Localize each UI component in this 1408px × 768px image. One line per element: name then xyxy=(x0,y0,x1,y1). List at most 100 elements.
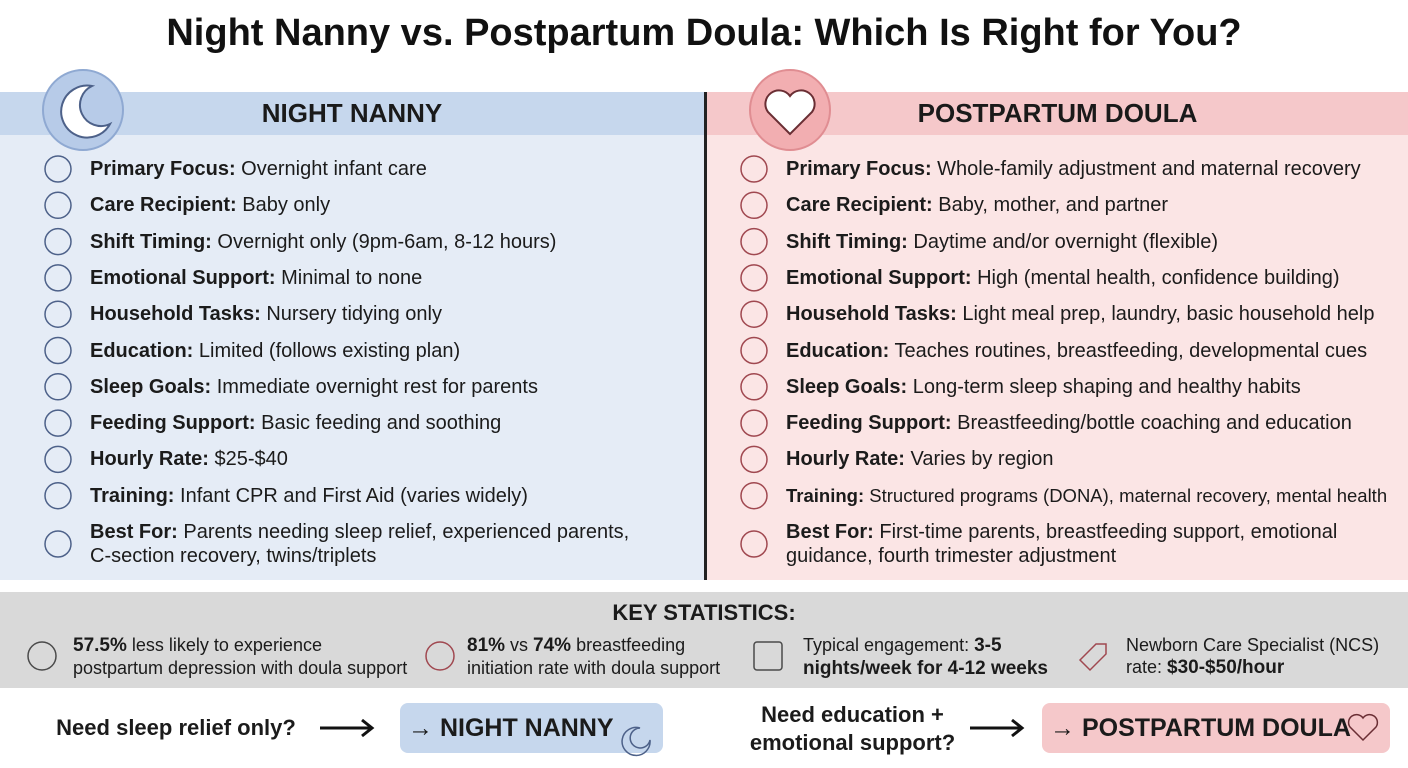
row-label: Sleep Goals: xyxy=(90,375,212,398)
comparison-row: Feeding Support: Basic feeding and sooth… xyxy=(90,411,501,435)
question: Need education + emotional support? xyxy=(749,702,956,755)
night-nanny-panel xyxy=(0,92,704,580)
row-label: Emotional Support: xyxy=(90,266,276,289)
row-label: Shift Timing: xyxy=(786,230,908,253)
comparison-row: Shift Timing: Daytime and/or overnight (… xyxy=(786,230,1218,254)
comparison-row: Care Recipient: Baby, mother, and partne… xyxy=(786,193,1168,217)
row-text: Baby, mother, and partner xyxy=(938,194,1169,217)
row-label: Education: xyxy=(786,339,890,362)
heart-icon xyxy=(764,89,816,136)
row-icon xyxy=(740,481,768,510)
stat-text: Typical engagement: xyxy=(803,635,975,655)
stat-figure: $30-$50/hour xyxy=(1167,657,1285,678)
night-nanny-button: → NIGHT NANNY xyxy=(400,703,663,753)
stat-text: less likely to experience postpartum dep… xyxy=(73,635,408,678)
comparison-row: Hourly Rate: Varies by region xyxy=(786,447,1054,471)
comparison-row: Best For: Parents needing sleep relief, … xyxy=(90,520,650,568)
row-text: Light meal prep, laundry, basic househol… xyxy=(962,303,1375,326)
row-text: Breastfeeding/bottle coaching and educat… xyxy=(957,412,1352,435)
row-icon xyxy=(740,191,768,220)
comparison-row: Emotional Support: High (mental health, … xyxy=(786,266,1340,290)
comparison-row: Hourly Rate: $25-$40 xyxy=(90,447,288,471)
row-icon xyxy=(44,530,72,558)
row-text: High (mental health, confidence building… xyxy=(977,266,1340,289)
row-icon xyxy=(44,445,72,474)
comparison-row: Sleep Goals: Immediate overnight rest fo… xyxy=(90,375,538,399)
row-icon xyxy=(740,155,768,183)
doula-button: → POSTPARTUM DOULA xyxy=(1042,703,1390,753)
row-icon xyxy=(740,373,768,401)
row-label: Shift Timing: xyxy=(90,230,212,253)
row-text: First-time parents, breastfeeding suppor… xyxy=(786,521,1338,567)
row-icon xyxy=(44,155,72,183)
question: Need sleep relief only? xyxy=(56,715,296,740)
comparison-row: Primary Focus: Whole-family adjustment a… xyxy=(786,157,1361,181)
stat: Newborn Care Specialist (NCS) rate: $30-… xyxy=(1126,634,1386,679)
row-text: Daytime and/or overnight (flexible) xyxy=(913,230,1218,253)
row-text: Parents needing sleep relief, experience… xyxy=(90,521,630,567)
stat-icons xyxy=(27,641,1107,672)
stat-text: breastfeeding initiation rate with doula… xyxy=(467,635,721,678)
row-label: Hourly Rate: xyxy=(90,448,209,471)
row-text: Immediate overnight rest for parents xyxy=(216,375,538,398)
stat-figure: 81% xyxy=(467,635,506,656)
row-label: Sleep Goals: xyxy=(786,375,908,398)
moon-icon xyxy=(60,84,113,139)
comparison-row: Primary Focus: Overnight infant care xyxy=(90,157,427,181)
row-label: Care Recipient: xyxy=(786,194,933,217)
stat: Typical engagement: 3-5 nights/week for … xyxy=(803,634,1048,680)
row-label: Best For: xyxy=(90,521,178,543)
row-label: Best For: xyxy=(786,521,874,543)
comparison-row: Household Tasks: Nursery tidying only xyxy=(90,302,442,326)
comparison-row: Training: Infant CPR and First Aid (vari… xyxy=(90,484,528,508)
row-text: Nursery tidying only xyxy=(266,303,442,326)
comparison-row: Education: Limited (follows existing pla… xyxy=(90,339,460,363)
row-icon xyxy=(740,227,768,256)
row-label: Hourly Rate: xyxy=(786,448,905,471)
row-label: Emotional Support: xyxy=(786,266,972,289)
row-icon xyxy=(44,191,72,220)
comparison-row: Household Tasks: Light meal prep, laundr… xyxy=(786,302,1374,326)
row-icon xyxy=(44,409,72,437)
stat-figure: 74% xyxy=(533,635,572,656)
comparison-row: Sleep Goals: Long-term sleep shaping and… xyxy=(786,375,1301,399)
row-text: Long-term sleep shaping and healthy habi… xyxy=(912,375,1301,398)
stat-figure: 3-5 nights/week for 4-12 weeks xyxy=(803,635,1048,679)
heart-small xyxy=(1347,713,1379,742)
comparison-row: Training: Structured programs (DONA), ma… xyxy=(786,484,1387,508)
row-label: Education: xyxy=(90,339,194,362)
comparison-row: Shift Timing: Overnight only (9pm-6am, 8… xyxy=(90,230,556,254)
row-icon xyxy=(740,336,768,365)
row-text: $25-$40 xyxy=(214,448,288,471)
row-label: Training: xyxy=(90,484,175,507)
row-icon xyxy=(740,264,768,292)
doula-panel xyxy=(707,92,1408,580)
row-label: Feeding Support: xyxy=(786,412,952,435)
row-text: Basic feeding and soothing xyxy=(261,412,502,435)
comparison-row: Feeding Support: Breastfeeding/bottle co… xyxy=(786,411,1352,435)
row-icon xyxy=(44,300,72,328)
row-text: Structured programs (DONA), maternal rec… xyxy=(869,484,1388,506)
stats-band xyxy=(0,592,1408,688)
row-icon xyxy=(44,336,72,365)
comparison-row: Emotional Support: Minimal to none xyxy=(90,266,422,290)
row-icon xyxy=(44,481,72,510)
title: Night Nanny vs. Postpartum Doula: Which … xyxy=(166,12,1242,54)
moon-small xyxy=(621,726,651,757)
row-icon xyxy=(740,409,768,437)
row-label: Training: xyxy=(786,484,865,506)
row-label: Household Tasks: xyxy=(786,303,957,326)
stat: 81% vs 74% breastfeeding initiation rate… xyxy=(467,634,729,679)
stat-text: vs xyxy=(505,635,534,655)
stat-figure: 57.5% xyxy=(73,635,127,656)
row-icon xyxy=(740,445,768,474)
row-label: Primary Focus: xyxy=(90,158,236,180)
row-icon xyxy=(44,264,72,292)
arrows xyxy=(320,718,1025,738)
row-icon xyxy=(44,373,72,401)
comparison-row: Care Recipient: Baby only xyxy=(90,193,330,217)
row-text: Overnight only (9pm-6am, 8-12 hours) xyxy=(217,230,557,253)
row-label: Primary Focus: xyxy=(786,158,932,180)
row-text: Infant CPR and First Aid (varies widely) xyxy=(180,484,528,507)
